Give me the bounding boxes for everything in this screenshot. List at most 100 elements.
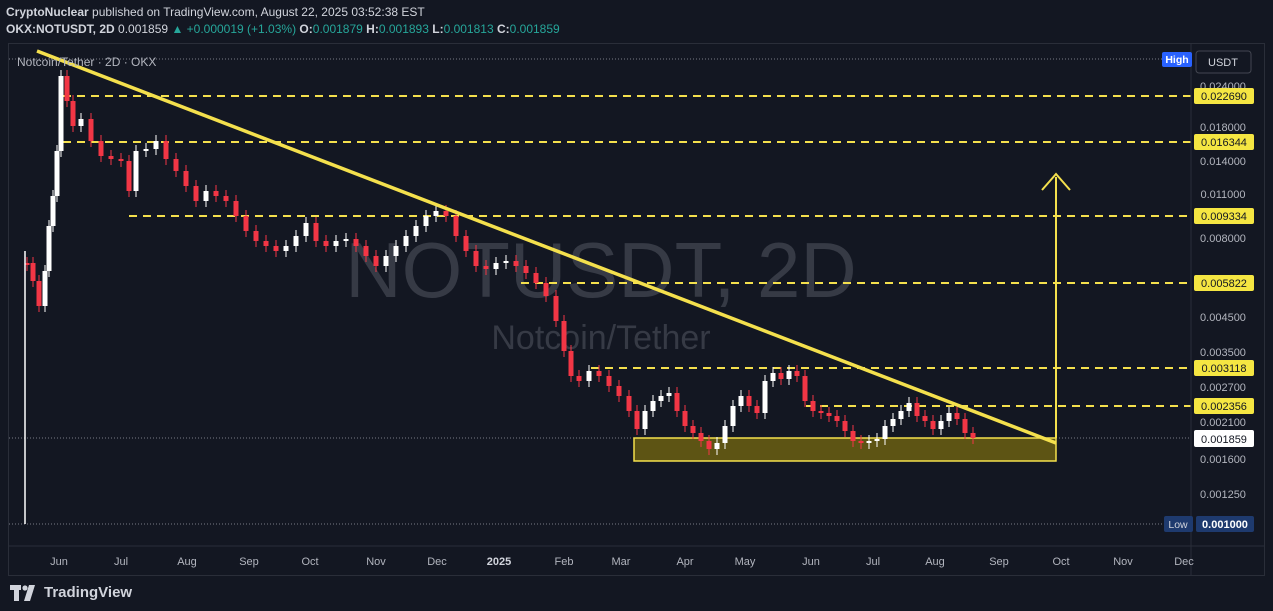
candle-body: [213, 191, 219, 196]
support-zone[interactable]: [633, 437, 1057, 462]
candle-body: [283, 246, 289, 251]
level-tag-bg: [1194, 208, 1254, 224]
descending-trendline[interactable]: [36, 49, 1057, 445]
candle-body: [596, 371, 602, 376]
price-tick: 0.001600: [1200, 454, 1246, 466]
candle-body: [64, 76, 70, 101]
tradingview-logo[interactable]: TradingView: [10, 584, 132, 601]
candle-body: [463, 236, 469, 251]
candle-body: [826, 413, 832, 416]
candle-body: [576, 376, 582, 381]
candle-body: [946, 413, 952, 421]
candle-body: [513, 261, 519, 266]
price-axis[interactable]: 0.024000 0.018000 0.014000 0.011000 0.00…: [1200, 81, 1246, 501]
candle-body: [606, 376, 612, 386]
candle-body: [568, 351, 574, 376]
time-tick: Aug: [925, 556, 945, 568]
tradingview-brand: TradingView: [44, 584, 133, 601]
candle-body: [163, 141, 169, 159]
candle-body: [866, 441, 872, 443]
time-axis[interactable]: Jun Jul Aug Sep Oct Nov Dec 2025 Feb Mar…: [50, 556, 1194, 568]
time-tick: Jun: [802, 556, 820, 568]
low-value-tag-bg: [1196, 516, 1254, 532]
candle-body: [930, 421, 936, 429]
candle-body: [970, 433, 976, 438]
legend-title: Notcoin/Tether · 2D · OKX: [17, 55, 156, 69]
candle-body: [586, 371, 592, 381]
time-tick: Sep: [989, 556, 1009, 568]
time-tick: Aug: [177, 556, 197, 568]
candle-body: [754, 406, 760, 413]
candle-body: [493, 263, 499, 269]
candle-body: [483, 266, 489, 269]
level-tag-bg: [1194, 134, 1254, 150]
time-tick: Dec: [1174, 556, 1194, 568]
candle-body: [858, 441, 864, 443]
price-tick: 0.001250: [1200, 489, 1246, 501]
candle-body: [738, 396, 744, 406]
candle-body: [561, 321, 567, 351]
candle-body: [253, 231, 259, 241]
candle-body: [263, 241, 269, 246]
chart-svg[interactable]: NOTUSDT, 2D Notcoin/Tether Notcoin/Tethe…: [9, 44, 1265, 576]
time-tick: Mar: [612, 556, 631, 568]
candle-body: [363, 246, 369, 256]
time-tick: May: [735, 556, 756, 568]
price-tick: 0.018000: [1200, 122, 1246, 134]
candle-body: [778, 373, 784, 379]
candle-body: [770, 373, 776, 381]
price-tick: 0.004500: [1200, 312, 1246, 324]
candle-body: [143, 149, 149, 151]
candle-body: [193, 186, 199, 201]
last-price: 0.001859: [118, 22, 169, 36]
candle-body: [46, 226, 52, 271]
candle-body: [413, 226, 419, 236]
candle-body: [393, 246, 399, 256]
open-value: 0.001879: [312, 22, 363, 36]
arrow-head-icon: [1041, 172, 1071, 191]
time-tick: Jun: [50, 556, 68, 568]
high-value: 0.001893: [378, 22, 429, 36]
low-label: L:: [432, 22, 444, 36]
low-value: 0.001813: [443, 22, 494, 36]
candle-body: [906, 403, 912, 411]
candle-body: [42, 271, 48, 306]
low-tag-bg: [1164, 516, 1193, 532]
candle-body: [126, 161, 132, 191]
price-tick: 0.002700: [1200, 382, 1246, 394]
candle-body: [690, 426, 696, 433]
time-tick: Dec: [427, 556, 447, 568]
level-tag: 0.005822: [1201, 278, 1247, 290]
symbol-label: OKX:NOTUSDT, 2D: [6, 22, 115, 36]
candle-body: [373, 256, 379, 266]
candle-body: [634, 411, 640, 429]
candle-body: [674, 393, 680, 411]
publisher-name[interactable]: CryptoNuclear: [6, 5, 89, 19]
high-tag-bg: [1162, 52, 1192, 67]
price-tick: 0.014000: [1200, 156, 1246, 168]
candle-body: [54, 151, 60, 196]
ohlc-line: OKX:NOTUSDT, 2D 0.001859 ▲ +0.000019 (+1…: [6, 22, 560, 36]
candle-body: [70, 101, 76, 126]
candle-body: [553, 296, 559, 321]
candle-body: [133, 151, 139, 191]
level-tags: 0.022690 0.016344 0.009334 0.005822 0.00…: [1194, 88, 1254, 414]
candle-body: [802, 376, 808, 401]
candle-body: [730, 406, 736, 426]
level-tag: 0.009334: [1201, 211, 1247, 223]
candle-body: [794, 371, 800, 376]
chart-pane[interactable]: NOTUSDT, 2D Notcoin/Tether Notcoin/Tethe…: [8, 43, 1265, 576]
low-value-tag: 0.001000: [1202, 519, 1248, 531]
candle-body: [423, 216, 429, 226]
candle-body: [650, 401, 656, 411]
time-tick: Oct: [1052, 556, 1069, 568]
time-tick: Jul: [114, 556, 128, 568]
tradingview-logo-icon: [10, 584, 35, 601]
candle-body: [954, 413, 960, 419]
candle-body: [818, 411, 824, 413]
candle-body: [706, 441, 712, 449]
candle-body: [353, 239, 359, 246]
currency-button-label: USDT: [1208, 57, 1238, 69]
currency-button[interactable]: [1195, 50, 1252, 74]
high-tag: High: [1165, 54, 1188, 66]
